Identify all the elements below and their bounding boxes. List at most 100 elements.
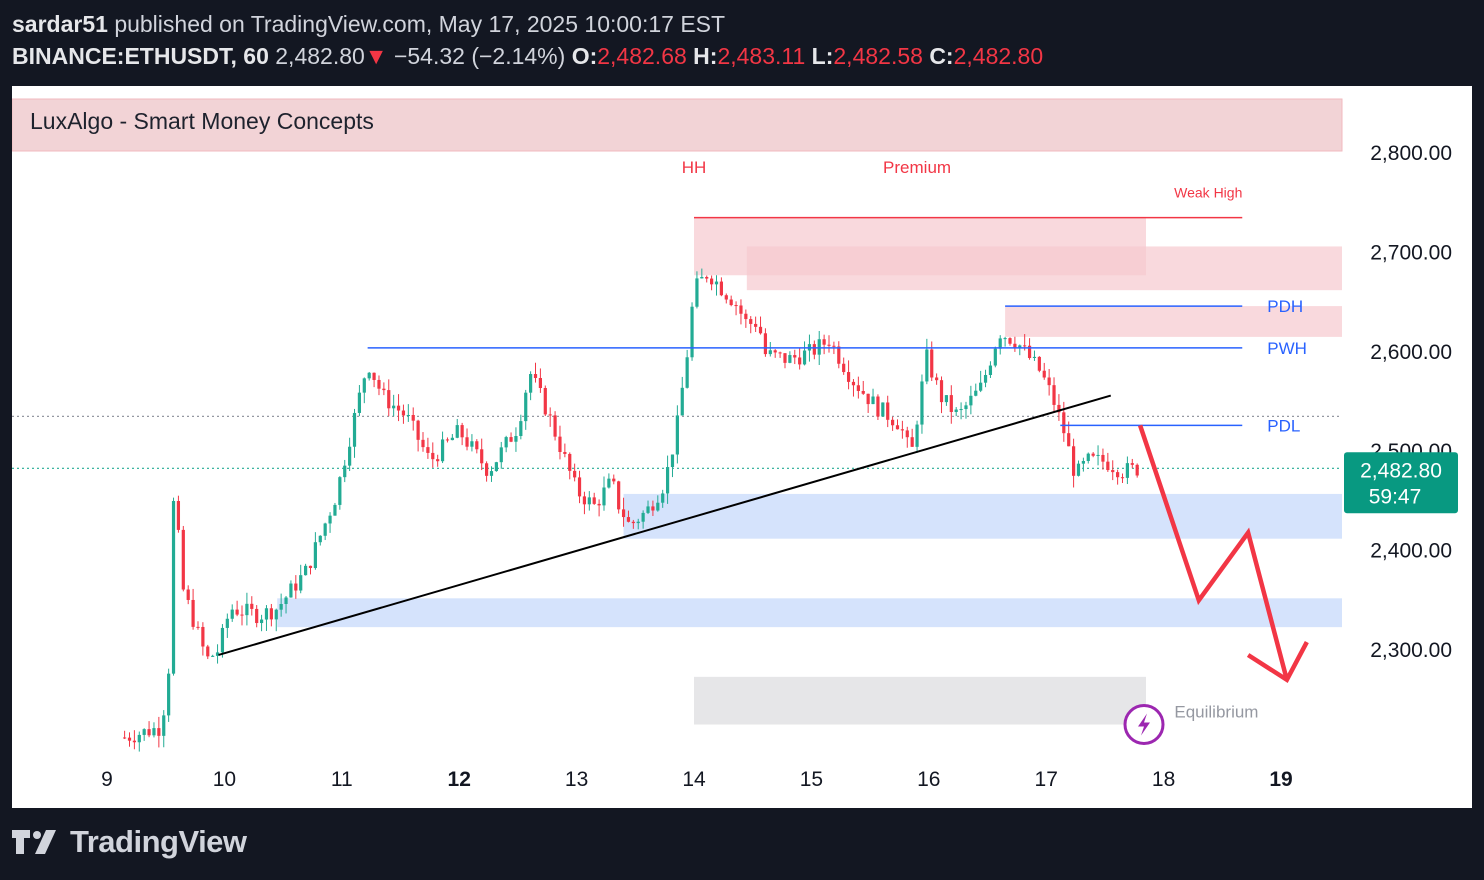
candle-body bbox=[1071, 446, 1076, 476]
time-axis: 9 10 11 12 13 14 15 16 17 18 19 bbox=[101, 768, 1293, 791]
time-tick-label: 9 bbox=[101, 768, 113, 791]
candle-body bbox=[279, 603, 283, 610]
candle-body bbox=[123, 737, 127, 739]
time-tick-label: 19 bbox=[1269, 768, 1292, 791]
candle-body bbox=[930, 349, 934, 378]
zones-layer bbox=[277, 217, 1343, 725]
candle-body bbox=[939, 380, 944, 403]
candle-body bbox=[372, 372, 376, 380]
time-tick-label: 12 bbox=[448, 768, 471, 791]
hh-label: HH bbox=[682, 158, 707, 177]
projection-layer bbox=[1137, 424, 1309, 684]
price-axis: 2,800.002,700.002,600.002,500.002,400.00… bbox=[1370, 142, 1452, 662]
price-chart[interactable]: LuxAlgo - Smart Money Concepts Weak High… bbox=[11, 86, 1472, 808]
candle-body bbox=[338, 477, 342, 505]
candle-body bbox=[269, 608, 273, 620]
close-label: C: bbox=[929, 43, 954, 69]
candle-body bbox=[749, 319, 753, 324]
candle-body bbox=[773, 350, 777, 353]
brand-name[interactable]: TradingView bbox=[70, 824, 247, 859]
chart-header: sardar51 published on TradingView.com, M… bbox=[12, 8, 1043, 72]
candle-body bbox=[798, 357, 802, 365]
candle-body bbox=[778, 352, 782, 354]
candle-body bbox=[690, 306, 694, 358]
candle-body bbox=[411, 414, 415, 421]
candle-body bbox=[729, 299, 733, 306]
candle-body bbox=[440, 439, 445, 462]
candle-body bbox=[822, 339, 826, 345]
footer: TradingView bbox=[12, 824, 247, 860]
candle-body bbox=[255, 608, 259, 624]
candle-body bbox=[988, 365, 993, 375]
trendline[interactable] bbox=[218, 394, 1112, 656]
candle-body bbox=[167, 673, 171, 716]
candle-body bbox=[558, 436, 562, 452]
candle-body bbox=[318, 535, 322, 543]
candle-body bbox=[426, 447, 430, 453]
down-arrow-icon: ▼ bbox=[364, 43, 388, 69]
candle-body bbox=[954, 409, 958, 412]
candle-body bbox=[851, 381, 856, 386]
symbol-label[interactable]: BINANCE:ETHUSDT, 60 bbox=[12, 43, 269, 69]
candle-body bbox=[132, 740, 136, 743]
candle-body bbox=[387, 390, 391, 409]
level-label-pdl: PDL bbox=[1267, 416, 1300, 435]
candle-body bbox=[646, 506, 650, 513]
candle-body bbox=[1047, 377, 1051, 386]
candle-body bbox=[734, 305, 738, 307]
indicator-banner[interactable] bbox=[11, 98, 1343, 152]
candle-body bbox=[685, 357, 689, 388]
candle-body bbox=[665, 467, 670, 494]
candle-body bbox=[543, 387, 547, 415]
candle-body bbox=[651, 506, 655, 511]
author-name[interactable]: sardar51 bbox=[12, 11, 108, 37]
time-tick-label: 17 bbox=[1035, 768, 1058, 791]
candle-body bbox=[240, 614, 244, 616]
lightning-icon[interactable] bbox=[1123, 704, 1165, 746]
candle-body bbox=[602, 487, 606, 506]
candle-body bbox=[538, 378, 543, 388]
candle-body bbox=[1076, 463, 1081, 476]
candle-body bbox=[895, 425, 900, 430]
candle-body bbox=[949, 395, 953, 412]
candle-body bbox=[1042, 370, 1046, 378]
candle-body bbox=[421, 439, 425, 448]
candle-body bbox=[837, 346, 841, 364]
candle-body bbox=[553, 415, 557, 437]
candle-body bbox=[656, 502, 660, 511]
candle-body bbox=[636, 521, 640, 524]
candle-body bbox=[396, 405, 401, 411]
candle-body bbox=[137, 734, 141, 743]
candle-body bbox=[328, 515, 332, 524]
price-tick-label: 2,700.00 bbox=[1370, 241, 1452, 264]
candle-body bbox=[284, 597, 288, 604]
low-label: L: bbox=[811, 43, 834, 69]
candle-body bbox=[866, 393, 870, 405]
price-badge-box bbox=[1344, 452, 1458, 514]
chart-frame[interactable]: LuxAlgo - Smart Money Concepts Weak High… bbox=[11, 86, 1472, 808]
candle-body bbox=[881, 402, 885, 417]
candle-body bbox=[465, 437, 469, 447]
candle-body bbox=[680, 387, 684, 416]
tradingview-logo-icon[interactable] bbox=[12, 830, 60, 854]
annotations-layer: HH Premium Equilibrium bbox=[682, 158, 1259, 722]
projection-arrow[interactable] bbox=[1137, 424, 1290, 681]
candle-body bbox=[1052, 385, 1056, 405]
candle-body bbox=[670, 454, 675, 468]
candle-body bbox=[308, 565, 313, 569]
candle-body bbox=[788, 355, 792, 363]
candle-body bbox=[460, 425, 464, 438]
candle-body bbox=[577, 477, 582, 497]
candle-body bbox=[533, 374, 538, 379]
high-value: 2,483.11 bbox=[717, 43, 806, 69]
candle-body bbox=[1023, 345, 1027, 347]
candle-body bbox=[631, 521, 635, 524]
candle-body bbox=[392, 405, 396, 409]
candle-body bbox=[1111, 470, 1115, 473]
candle-body bbox=[196, 626, 200, 628]
candle-body bbox=[832, 345, 836, 347]
demand-zone bbox=[623, 493, 1342, 539]
candle-body bbox=[793, 355, 797, 358]
candle-body bbox=[186, 589, 190, 600]
candle-body bbox=[489, 471, 494, 476]
